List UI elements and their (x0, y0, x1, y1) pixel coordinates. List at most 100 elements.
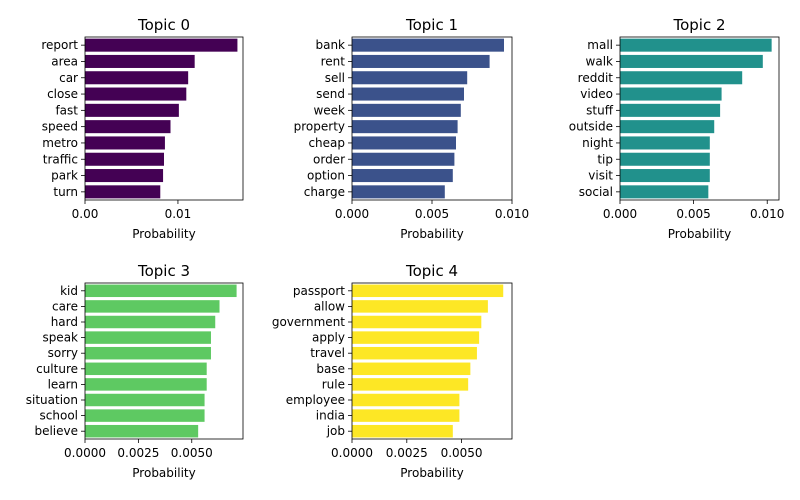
y-tick-label: passport (293, 284, 345, 298)
bar-park (85, 169, 164, 183)
bar-traffic (85, 152, 164, 166)
y-tick-label: rent (321, 54, 346, 68)
bar-employee (352, 393, 460, 407)
x-tick-label: 0.0025 (386, 446, 428, 460)
bar-order (352, 152, 455, 166)
x-tick-label: 0.005 (415, 207, 449, 221)
bar-night (620, 136, 710, 150)
y-tick-label: situation (26, 393, 78, 407)
y-tick-label: government (272, 315, 345, 329)
x-tick-label: 0.0050 (441, 446, 483, 460)
bar-turn (85, 185, 161, 199)
bar-situation (85, 393, 205, 407)
bar-hard (85, 315, 216, 329)
y-tick-label: park (51, 169, 78, 183)
axes-frame (84, 36, 244, 201)
y-tick-label: hard (51, 315, 78, 329)
bar-charge (352, 185, 445, 199)
bar-apply (352, 331, 480, 344)
bar-report (85, 38, 238, 52)
bar-walk (620, 54, 763, 68)
x-tick-label: 0.000 (603, 207, 637, 221)
x-tick-label: 0.010 (495, 207, 529, 221)
y-tick-label: india (316, 409, 345, 423)
y-tick-label: learn (48, 377, 78, 391)
bar-cheap (352, 136, 456, 150)
y-tick-label: employee (286, 393, 345, 407)
y-tick-label: care (52, 299, 78, 313)
bar-area (85, 54, 195, 68)
y-tick-label: base (316, 362, 345, 376)
panel-title: Topic 0 (137, 16, 190, 34)
x-axis-label: Probability (400, 227, 463, 241)
bar-stuff (620, 103, 721, 117)
y-tick-label: job (326, 424, 345, 438)
y-tick-label: property (294, 120, 345, 134)
y-tick-label: report (41, 38, 78, 52)
y-tick-label: send (316, 87, 345, 101)
bar-fast (85, 103, 179, 117)
panel-title: Topic 4 (405, 262, 458, 280)
x-tick-label: 0.000 (335, 207, 369, 221)
y-tick-label: culture (36, 362, 78, 376)
y-tick-label: week (313, 103, 345, 117)
x-axis-label: Probability (400, 466, 463, 480)
bar-travel (352, 346, 477, 360)
y-tick-label: charge (304, 185, 345, 199)
topic-0-panel: Topic 0 report area car close fast speed metro t… (41, 16, 244, 241)
bar-property (352, 120, 458, 134)
x-axis-label: Probability (132, 227, 195, 241)
bar-allow (352, 300, 488, 313)
bar-sorry (85, 346, 211, 360)
y-tick-label: apply (312, 331, 345, 345)
panel-title: Topic 2 (672, 16, 725, 34)
bar-option (352, 169, 453, 183)
bar-outside (620, 120, 715, 134)
x-tick-label: 0.0025 (117, 446, 159, 460)
bar-care (85, 300, 220, 313)
y-tick-label: cheap (308, 136, 345, 150)
y-tick-label: option (307, 169, 345, 183)
bar-speed (85, 120, 171, 134)
bar-kid (85, 284, 237, 298)
y-tick-label: visit (588, 169, 613, 183)
x-tick-label: 0.005 (676, 207, 710, 221)
x-tick-label: 0.0050 (171, 446, 213, 460)
bar-metro (85, 136, 165, 150)
x-axis-label: Probability (132, 466, 195, 480)
y-tick-label: stuff (586, 103, 614, 117)
y-tick-label: tip (597, 152, 613, 166)
x-tick-label: 0.0000 (331, 446, 373, 460)
bar-social (620, 185, 709, 199)
bar-learn (85, 378, 207, 391)
bar-visit (620, 169, 710, 183)
y-tick-label: bank (315, 38, 345, 52)
axes-frame (351, 282, 513, 440)
y-tick-label: outside (569, 120, 613, 134)
x-tick-label: 0.0000 (64, 446, 106, 460)
panel-title: Topic 3 (137, 262, 190, 280)
y-tick-label: night (582, 136, 613, 150)
bar-job (352, 424, 453, 438)
bar-speak (85, 331, 211, 344)
y-tick-label: area (51, 54, 78, 68)
y-tick-label: speed (42, 120, 78, 134)
bar-government (352, 315, 482, 329)
bar-rent (352, 54, 490, 68)
bar-tip (620, 152, 710, 166)
bar-reddit (620, 71, 743, 85)
y-tick-label: fast (55, 103, 78, 117)
y-tick-label: sorry (48, 346, 78, 360)
x-tick-label: 0.01 (165, 207, 192, 221)
y-tick-label: walk (586, 54, 614, 68)
y-tick-label: car (59, 71, 78, 85)
bar-passport (352, 284, 504, 298)
y-tick-label: mall (587, 38, 613, 52)
bar-culture (85, 362, 207, 376)
y-tick-label: order (313, 152, 345, 166)
bar-car (85, 71, 189, 85)
panel-title: Topic 1 (405, 16, 458, 34)
